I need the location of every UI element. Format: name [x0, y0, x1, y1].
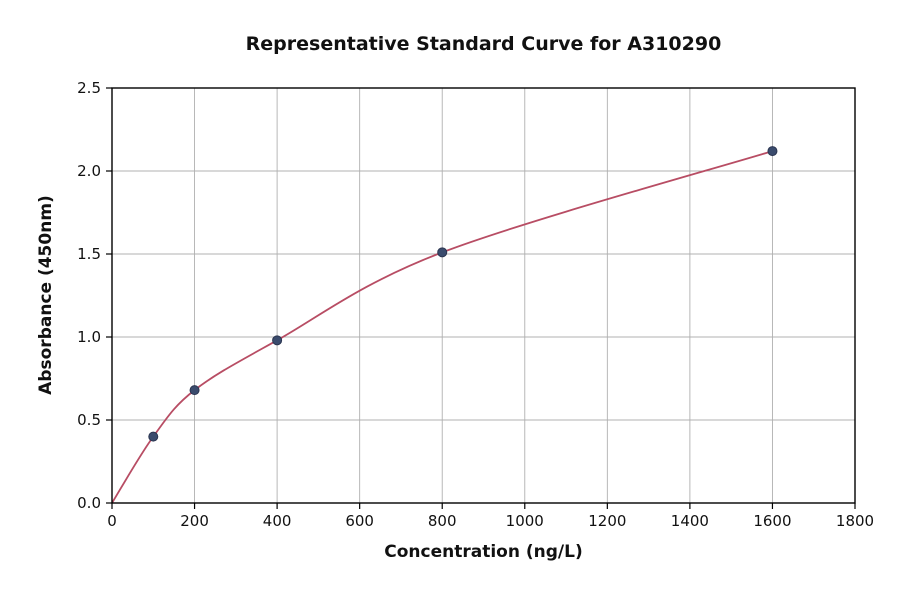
data-point: [148, 431, 159, 442]
data-point: [767, 146, 778, 157]
x-tick-label: 1200: [588, 512, 626, 530]
y-tick-label: 0.5: [77, 411, 101, 429]
x-axis-label: Concentration (ng/L): [384, 542, 583, 562]
y-tick-label: 1.0: [77, 328, 101, 346]
x-tick-label: 1400: [671, 512, 709, 530]
x-tick-label: 1000: [506, 512, 544, 530]
plot-border: [111, 87, 856, 504]
y-tick-label: 2.0: [77, 162, 101, 180]
y-tick-label: 0.0: [77, 494, 101, 512]
y-tick-label: 1.5: [77, 245, 101, 263]
data-point: [437, 247, 448, 258]
x-tick-label: 1600: [753, 512, 791, 530]
x-tick-label: 1800: [836, 512, 874, 530]
data-point: [189, 385, 200, 396]
x-tick-label: 600: [345, 512, 374, 530]
y-tick-label: 2.5: [77, 79, 101, 97]
chart-title: Representative Standard Curve for A31029…: [245, 33, 722, 55]
y-axis-label: Absorbance (450nm): [36, 195, 56, 395]
x-tick-label: 200: [180, 512, 209, 530]
x-tick-label: 0: [107, 512, 117, 530]
data-point: [272, 335, 283, 346]
x-tick-label: 400: [263, 512, 292, 530]
x-tick-label: 800: [428, 512, 457, 530]
